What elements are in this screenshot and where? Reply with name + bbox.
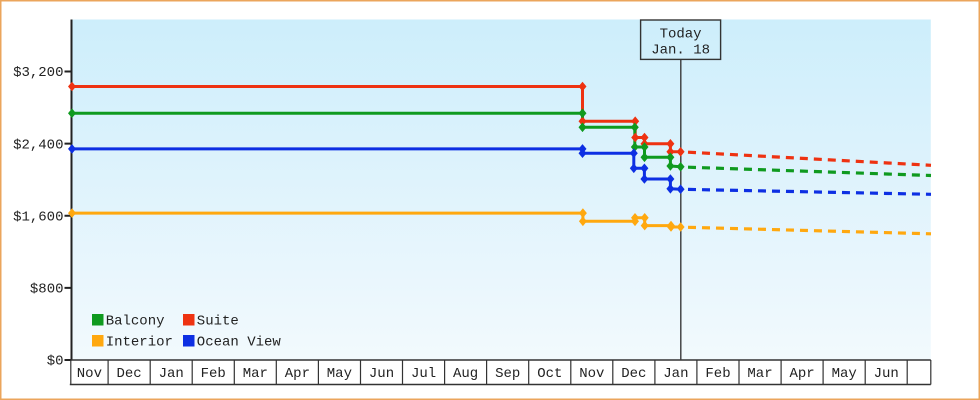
svg-text:Today: Today (660, 27, 702, 43)
svg-text:Mar: Mar (747, 366, 772, 382)
svg-text:Jan: Jan (159, 366, 184, 382)
svg-text:Sep: Sep (495, 366, 520, 382)
svg-text:Dec: Dec (116, 366, 141, 382)
svg-text:Apr: Apr (285, 366, 310, 382)
svg-text:Balcony: Balcony (106, 314, 165, 330)
svg-text:Nov: Nov (579, 366, 604, 382)
svg-text:Jun: Jun (369, 366, 394, 382)
svg-text:Jun: Jun (874, 366, 899, 382)
svg-text:May: May (832, 366, 857, 382)
svg-text:Interior: Interior (106, 335, 173, 351)
svg-text:Mar: Mar (243, 366, 268, 382)
svg-text:Nov: Nov (77, 366, 102, 382)
svg-text:May: May (327, 366, 352, 382)
svg-text:Oct: Oct (537, 366, 562, 382)
svg-text:$800: $800 (30, 282, 64, 298)
svg-text:Jul: Jul (411, 366, 436, 382)
svg-text:Aug: Aug (453, 366, 478, 382)
svg-text:Feb: Feb (705, 366, 730, 382)
svg-text:Feb: Feb (201, 366, 226, 382)
svg-text:Apr: Apr (789, 366, 814, 382)
svg-text:Jan: Jan (663, 366, 688, 382)
svg-text:Suite: Suite (197, 314, 239, 330)
svg-text:Dec: Dec (621, 366, 646, 382)
svg-text:$0: $0 (47, 354, 64, 370)
svg-text:$3,200: $3,200 (13, 65, 63, 81)
svg-text:Ocean View: Ocean View (197, 335, 282, 351)
svg-text:Jan. 18: Jan. 18 (651, 42, 710, 58)
svg-text:$2,400: $2,400 (13, 137, 63, 153)
svg-text:$1,600: $1,600 (13, 209, 63, 225)
